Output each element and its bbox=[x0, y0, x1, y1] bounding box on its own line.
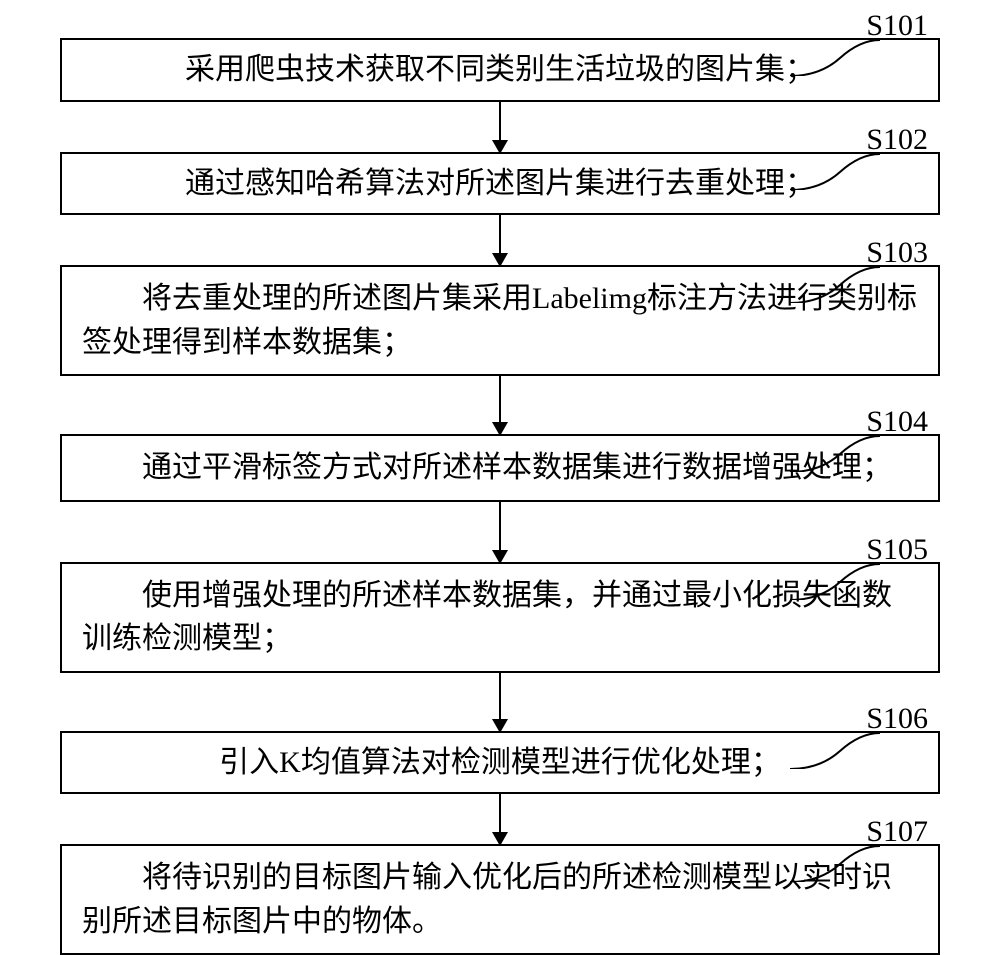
step-box-s103: S103 将去重处理的所述图片集采用Labelimg标注方法进行类别标签处理得到… bbox=[60, 265, 940, 376]
step-label: S105 bbox=[866, 528, 928, 572]
step-box-s106: S106 引入K均值算法对检测模型进行优化处理； bbox=[60, 731, 940, 795]
step-wrapper: S102 通过感知哈希算法对所述图片集进行去重处理； bbox=[40, 152, 960, 216]
arrow-down bbox=[499, 794, 501, 844]
step-box-s107: S107 将待识别的目标图片输入优化后的所述检测模型以实时识别所述目标图片中的物… bbox=[60, 844, 940, 955]
step-box-s105: S105 使用增强处理的所述样本数据集，并通过最小化损失函数训练检测模型； bbox=[60, 562, 940, 673]
step-text: 引入K均值算法对检测模型进行优化处理； bbox=[219, 746, 781, 779]
step-text: 采用爬虫技术获取不同类别生活垃圾的图片集； bbox=[185, 53, 815, 86]
arrow-down bbox=[499, 376, 501, 434]
step-label: S103 bbox=[866, 231, 928, 275]
flowchart-container: S101 采用爬虫技术获取不同类别生活垃圾的图片集； S102 通过感知哈希算法… bbox=[40, 20, 960, 955]
step-label: S101 bbox=[866, 4, 928, 48]
step-wrapper: S103 将去重处理的所述图片集采用Labelimg标注方法进行类别标签处理得到… bbox=[40, 265, 960, 376]
step-label: S107 bbox=[866, 810, 928, 854]
step-label: S104 bbox=[866, 400, 928, 444]
step-wrapper: S101 采用爬虫技术获取不同类别生活垃圾的图片集； bbox=[40, 38, 960, 102]
step-box-s102: S102 通过感知哈希算法对所述图片集进行去重处理； bbox=[60, 152, 940, 216]
step-wrapper: S105 使用增强处理的所述样本数据集，并通过最小化损失函数训练检测模型； bbox=[40, 562, 960, 673]
step-wrapper: S106 引入K均值算法对检测模型进行优化处理； bbox=[40, 731, 960, 795]
step-box-s104: S104 通过平滑标签方式对所述样本数据集进行数据增强处理； bbox=[60, 434, 940, 502]
arrow-down bbox=[499, 102, 501, 152]
step-text: 通过感知哈希算法对所述图片集进行去重处理； bbox=[185, 167, 815, 200]
step-label: S102 bbox=[866, 118, 928, 162]
step-wrapper: S107 将待识别的目标图片输入优化后的所述检测模型以实时识别所述目标图片中的物… bbox=[40, 844, 960, 955]
step-wrapper: S104 通过平滑标签方式对所述样本数据集进行数据增强处理； bbox=[40, 434, 960, 502]
step-label: S106 bbox=[866, 697, 928, 741]
arrow-down bbox=[499, 215, 501, 265]
arrow-down bbox=[499, 502, 501, 562]
arrow-down bbox=[499, 673, 501, 731]
step-box-s101: S101 采用爬虫技术获取不同类别生活垃圾的图片集； bbox=[60, 38, 940, 102]
